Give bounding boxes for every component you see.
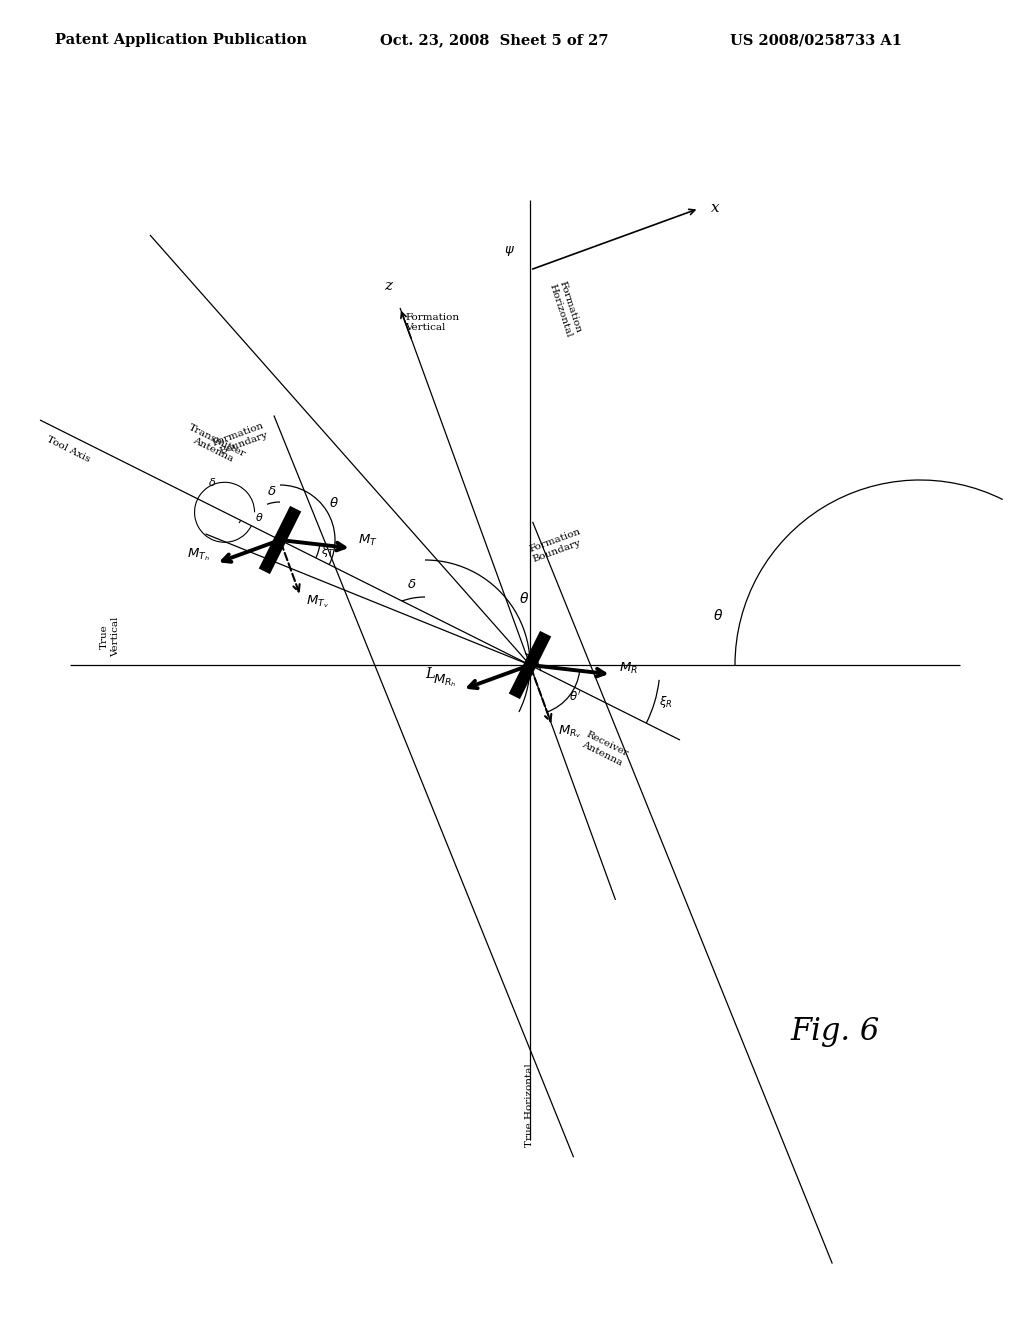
Text: $\delta$: $\delta$ — [209, 477, 217, 488]
Text: $\theta$: $\theta$ — [329, 496, 339, 510]
Text: z: z — [384, 279, 392, 293]
Text: $M_{R_v}$: $M_{R_v}$ — [558, 723, 582, 739]
Text: Formation
Boundary: Formation Boundary — [211, 421, 269, 457]
Text: $\theta$: $\theta$ — [255, 511, 264, 523]
Text: $\theta$: $\theta$ — [519, 591, 529, 606]
Text: $\theta$: $\theta$ — [713, 609, 723, 623]
Text: $\delta$: $\delta$ — [267, 484, 276, 498]
Text: $\xi_R$: $\xi_R$ — [659, 694, 673, 710]
Text: L: L — [425, 667, 435, 681]
Text: $M_T$: $M_T$ — [357, 533, 377, 548]
Text: $\delta$: $\delta$ — [407, 578, 416, 591]
Text: True
Vertical: True Vertical — [100, 616, 120, 657]
Text: Oct. 23, 2008  Sheet 5 of 27: Oct. 23, 2008 Sheet 5 of 27 — [380, 33, 608, 48]
Text: $M_{T_v}$: $M_{T_v}$ — [305, 594, 329, 610]
Text: $M_{R_h}$: $M_{R_h}$ — [433, 673, 457, 689]
Text: Receiver
Antenna: Receiver Antenna — [580, 730, 630, 768]
Text: Formation
Horizontal: Formation Horizontal — [548, 280, 584, 339]
Text: Tool Axis: Tool Axis — [45, 436, 91, 465]
Text: Fig. 6: Fig. 6 — [791, 1016, 880, 1047]
Text: Patent Application Publication: Patent Application Publication — [55, 33, 307, 48]
Text: Formation
Boundary: Formation Boundary — [527, 527, 585, 564]
Text: $\theta'$: $\theta'$ — [569, 689, 582, 704]
Text: $\psi$: $\psi$ — [504, 244, 515, 257]
Text: $M_{T_h}$: $M_{T_h}$ — [187, 546, 210, 562]
Text: True Horizontal: True Horizontal — [525, 1063, 535, 1147]
Text: x: x — [711, 202, 720, 215]
Text: $\xi_T$: $\xi_T$ — [321, 544, 335, 560]
Text: $M_R$: $M_R$ — [620, 661, 638, 676]
Text: US 2008/0258733 A1: US 2008/0258733 A1 — [730, 33, 902, 48]
Text: Transmitter
Antenna: Transmitter Antenna — [182, 422, 248, 469]
Text: Formation
Vertical: Formation Vertical — [406, 313, 459, 333]
